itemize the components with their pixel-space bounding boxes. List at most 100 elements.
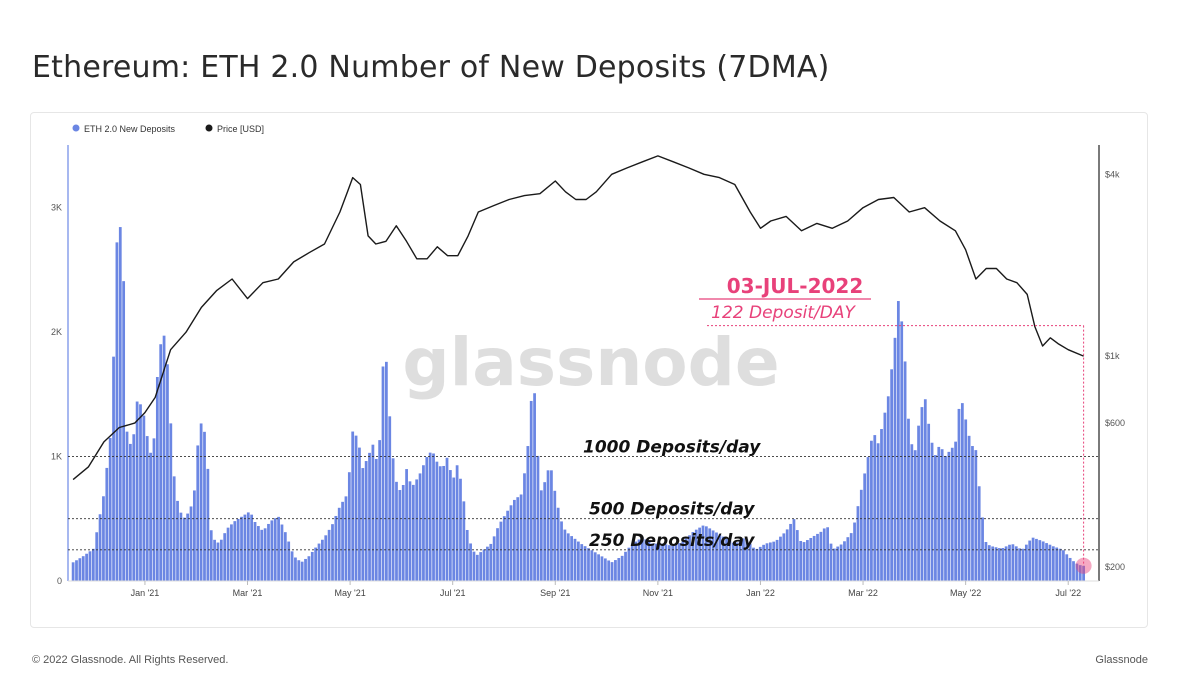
- legend-label-deposits[interactable]: ETH 2.0 New Deposits: [84, 124, 176, 134]
- deposit-bar: [1041, 541, 1045, 581]
- deposit-bar: [395, 481, 398, 581]
- deposit-bar: [411, 484, 415, 581]
- x-tick-label: Jul '21: [440, 588, 466, 598]
- deposit-bar: [337, 507, 341, 581]
- deposit-bar: [651, 543, 654, 581]
- deposit-bar: [890, 369, 893, 581]
- deposit-bar: [543, 482, 547, 581]
- deposit-bar: [974, 450, 978, 581]
- deposit-bar: [459, 478, 462, 581]
- annotation-marker: [1075, 557, 1092, 574]
- deposit-bar: [155, 377, 159, 581]
- deposit-bar: [748, 543, 752, 581]
- deposit-bar: [1038, 540, 1042, 581]
- deposit-bar: [624, 551, 627, 581]
- deposit-bar: [782, 533, 786, 581]
- x-tick-label: Jul '22: [1055, 588, 1081, 598]
- deposit-bar: [506, 510, 510, 581]
- deposit-bar: [351, 431, 355, 581]
- deposit-bar: [1021, 548, 1025, 581]
- deposit-bar: [304, 558, 307, 581]
- deposit-bar: [556, 507, 560, 581]
- x-tick-label: Jan '22: [746, 588, 775, 598]
- deposit-bar: [280, 524, 284, 581]
- deposit-bar: [694, 529, 698, 581]
- deposit-bar: [364, 461, 368, 581]
- annotation-date: 03-JUL-2022: [727, 274, 864, 298]
- deposit-bar: [236, 518, 240, 581]
- y-left-tick-label: 0: [57, 576, 62, 586]
- annotation: 03-JUL-2022 122 Deposit/DAY: [699, 274, 1092, 574]
- price-line-group: [72, 155, 1084, 481]
- deposit-bar: [496, 528, 499, 581]
- deposit-bar: [98, 514, 102, 581]
- deposit-bar: [600, 556, 604, 581]
- deposit-bar: [435, 461, 439, 581]
- deposit-bar: [637, 539, 641, 581]
- deposit-bar: [927, 423, 931, 581]
- deposit-bar: [742, 538, 745, 581]
- deposit-bar: [102, 496, 105, 581]
- deposit-bar: [954, 441, 957, 581]
- deposit-bar: [129, 443, 132, 581]
- deposit-bar: [994, 547, 998, 581]
- deposit-bar: [422, 465, 425, 581]
- deposit-bar: [1045, 543, 1048, 581]
- deposit-bar: [678, 543, 681, 581]
- deposit-bar: [688, 535, 691, 581]
- deposit-bar: [297, 560, 301, 581]
- deposit-bar: [388, 416, 392, 581]
- deposit-bar: [250, 514, 254, 581]
- deposit-bar: [300, 561, 304, 581]
- deposit-bar: [698, 527, 702, 581]
- deposit-bar: [206, 468, 210, 581]
- deposit-bar: [287, 541, 291, 581]
- deposit-bar: [401, 485, 405, 581]
- deposit-bar: [661, 543, 664, 581]
- deposit-bar: [509, 505, 513, 581]
- deposit-bar: [920, 407, 924, 581]
- deposit-bar: [91, 548, 95, 581]
- deposit-bar: [587, 548, 590, 581]
- deposit-bar: [1051, 546, 1055, 581]
- deposit-bar: [550, 470, 553, 581]
- deposit-bar: [620, 555, 624, 581]
- deposit-bar: [378, 440, 382, 581]
- deposit-bar: [603, 558, 607, 581]
- deposit-bar: [614, 560, 617, 581]
- deposit-bar: [566, 533, 570, 581]
- deposit-bar: [512, 499, 516, 581]
- deposit-bar: [176, 500, 179, 581]
- legend-label-price[interactable]: Price [USD]: [217, 124, 264, 134]
- deposit-bar: [492, 536, 496, 581]
- deposit-bar: [324, 535, 328, 581]
- deposit-bar: [226, 527, 230, 581]
- deposit-bar: [809, 537, 813, 581]
- deposit-bar: [445, 457, 449, 581]
- deposit-bar: [576, 541, 580, 581]
- deposit-bar: [907, 418, 910, 581]
- deposit-bar: [516, 497, 520, 581]
- deposit-bar: [967, 435, 971, 581]
- deposit-bar: [105, 467, 109, 581]
- deposit-bar: [937, 446, 941, 581]
- deposit-bar: [893, 337, 897, 581]
- price-line: [72, 155, 1084, 481]
- deposit-bar: [368, 452, 371, 581]
- deposit-bar: [984, 542, 988, 581]
- deposit-bar: [607, 560, 611, 581]
- y-left-tick-label: 1K: [51, 451, 62, 461]
- deposit-bar: [883, 412, 887, 581]
- deposit-bar: [442, 465, 446, 581]
- deposit-bar: [664, 544, 668, 581]
- deposit-bar: [469, 543, 472, 581]
- deposit-bar: [715, 532, 718, 581]
- deposit-bar: [310, 551, 314, 581]
- deposit-bar: [209, 530, 213, 581]
- deposit-bar: [139, 404, 142, 581]
- deposit-bar: [203, 431, 206, 581]
- deposit-bar: [374, 458, 378, 581]
- deposit-bar: [768, 542, 772, 581]
- deposit-bar: [654, 543, 658, 581]
- deposit-bar: [721, 536, 725, 581]
